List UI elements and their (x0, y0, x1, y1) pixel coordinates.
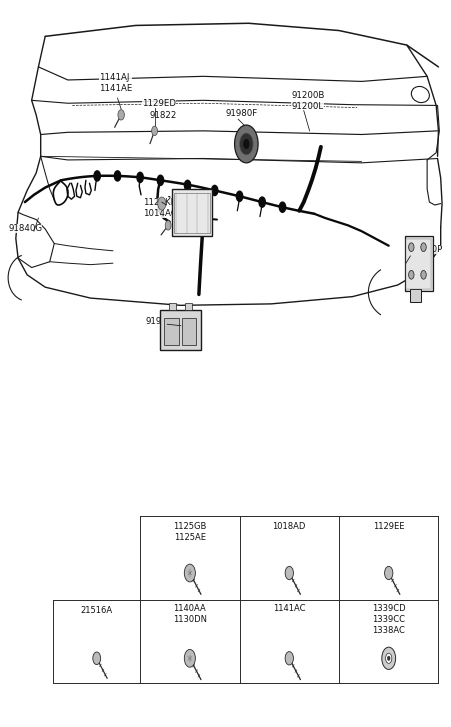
Circle shape (184, 180, 190, 190)
Circle shape (184, 649, 195, 667)
Circle shape (234, 125, 258, 163)
Text: 91200B
91200L: 91200B 91200L (290, 91, 324, 111)
Bar (404, 236, 432, 291)
Bar (409, 289, 420, 302)
Circle shape (285, 651, 293, 665)
Text: 91840G: 91840G (8, 224, 42, 233)
Bar (169, 303, 176, 310)
Circle shape (243, 139, 249, 149)
Text: 91990P: 91990P (410, 246, 442, 254)
Text: 91980F: 91980F (226, 109, 258, 118)
Text: 1140AA
1130DN: 1140AA 1130DN (172, 604, 207, 624)
Circle shape (157, 197, 166, 210)
Circle shape (387, 656, 389, 661)
Text: 1018AD: 1018AD (272, 522, 305, 531)
Circle shape (118, 110, 124, 120)
Text: 1125GB
1125AE: 1125GB 1125AE (173, 522, 206, 542)
Circle shape (236, 191, 242, 201)
Circle shape (114, 171, 120, 181)
Circle shape (420, 270, 425, 279)
Circle shape (239, 133, 253, 155)
Circle shape (384, 566, 392, 579)
Circle shape (157, 175, 163, 185)
Bar (160, 310, 201, 350)
Bar (163, 318, 179, 345)
Text: 1129EE: 1129EE (372, 522, 404, 531)
Circle shape (420, 243, 425, 252)
Text: 1129ED: 1129ED (142, 99, 176, 108)
Circle shape (408, 270, 413, 279)
Text: 21516A: 21516A (80, 606, 113, 614)
Circle shape (92, 652, 101, 664)
Text: 1141AC: 1141AC (272, 604, 305, 613)
Circle shape (279, 202, 285, 212)
Text: 1141AJ
1141AE: 1141AJ 1141AE (98, 73, 132, 93)
Circle shape (408, 243, 413, 252)
Text: 91822: 91822 (149, 111, 176, 120)
Bar (174, 193, 210, 233)
Circle shape (137, 172, 143, 182)
Circle shape (385, 654, 391, 663)
Bar (171, 189, 212, 236)
Circle shape (165, 221, 170, 230)
Circle shape (285, 566, 293, 579)
Circle shape (211, 185, 217, 196)
Circle shape (258, 197, 265, 207)
Text: 91950F: 91950F (145, 317, 177, 326)
Circle shape (381, 647, 395, 670)
Circle shape (152, 126, 157, 135)
Text: 1125KD
1014AC: 1125KD 1014AC (143, 198, 177, 218)
Circle shape (94, 171, 100, 181)
Bar (185, 303, 192, 310)
Text: 1327AC: 1327AC (166, 196, 200, 205)
Bar (181, 318, 196, 345)
Circle shape (184, 564, 195, 582)
Text: 1339CD
1339CC
1338AC: 1339CD 1339CC 1338AC (371, 604, 405, 635)
Bar (405, 239, 430, 289)
